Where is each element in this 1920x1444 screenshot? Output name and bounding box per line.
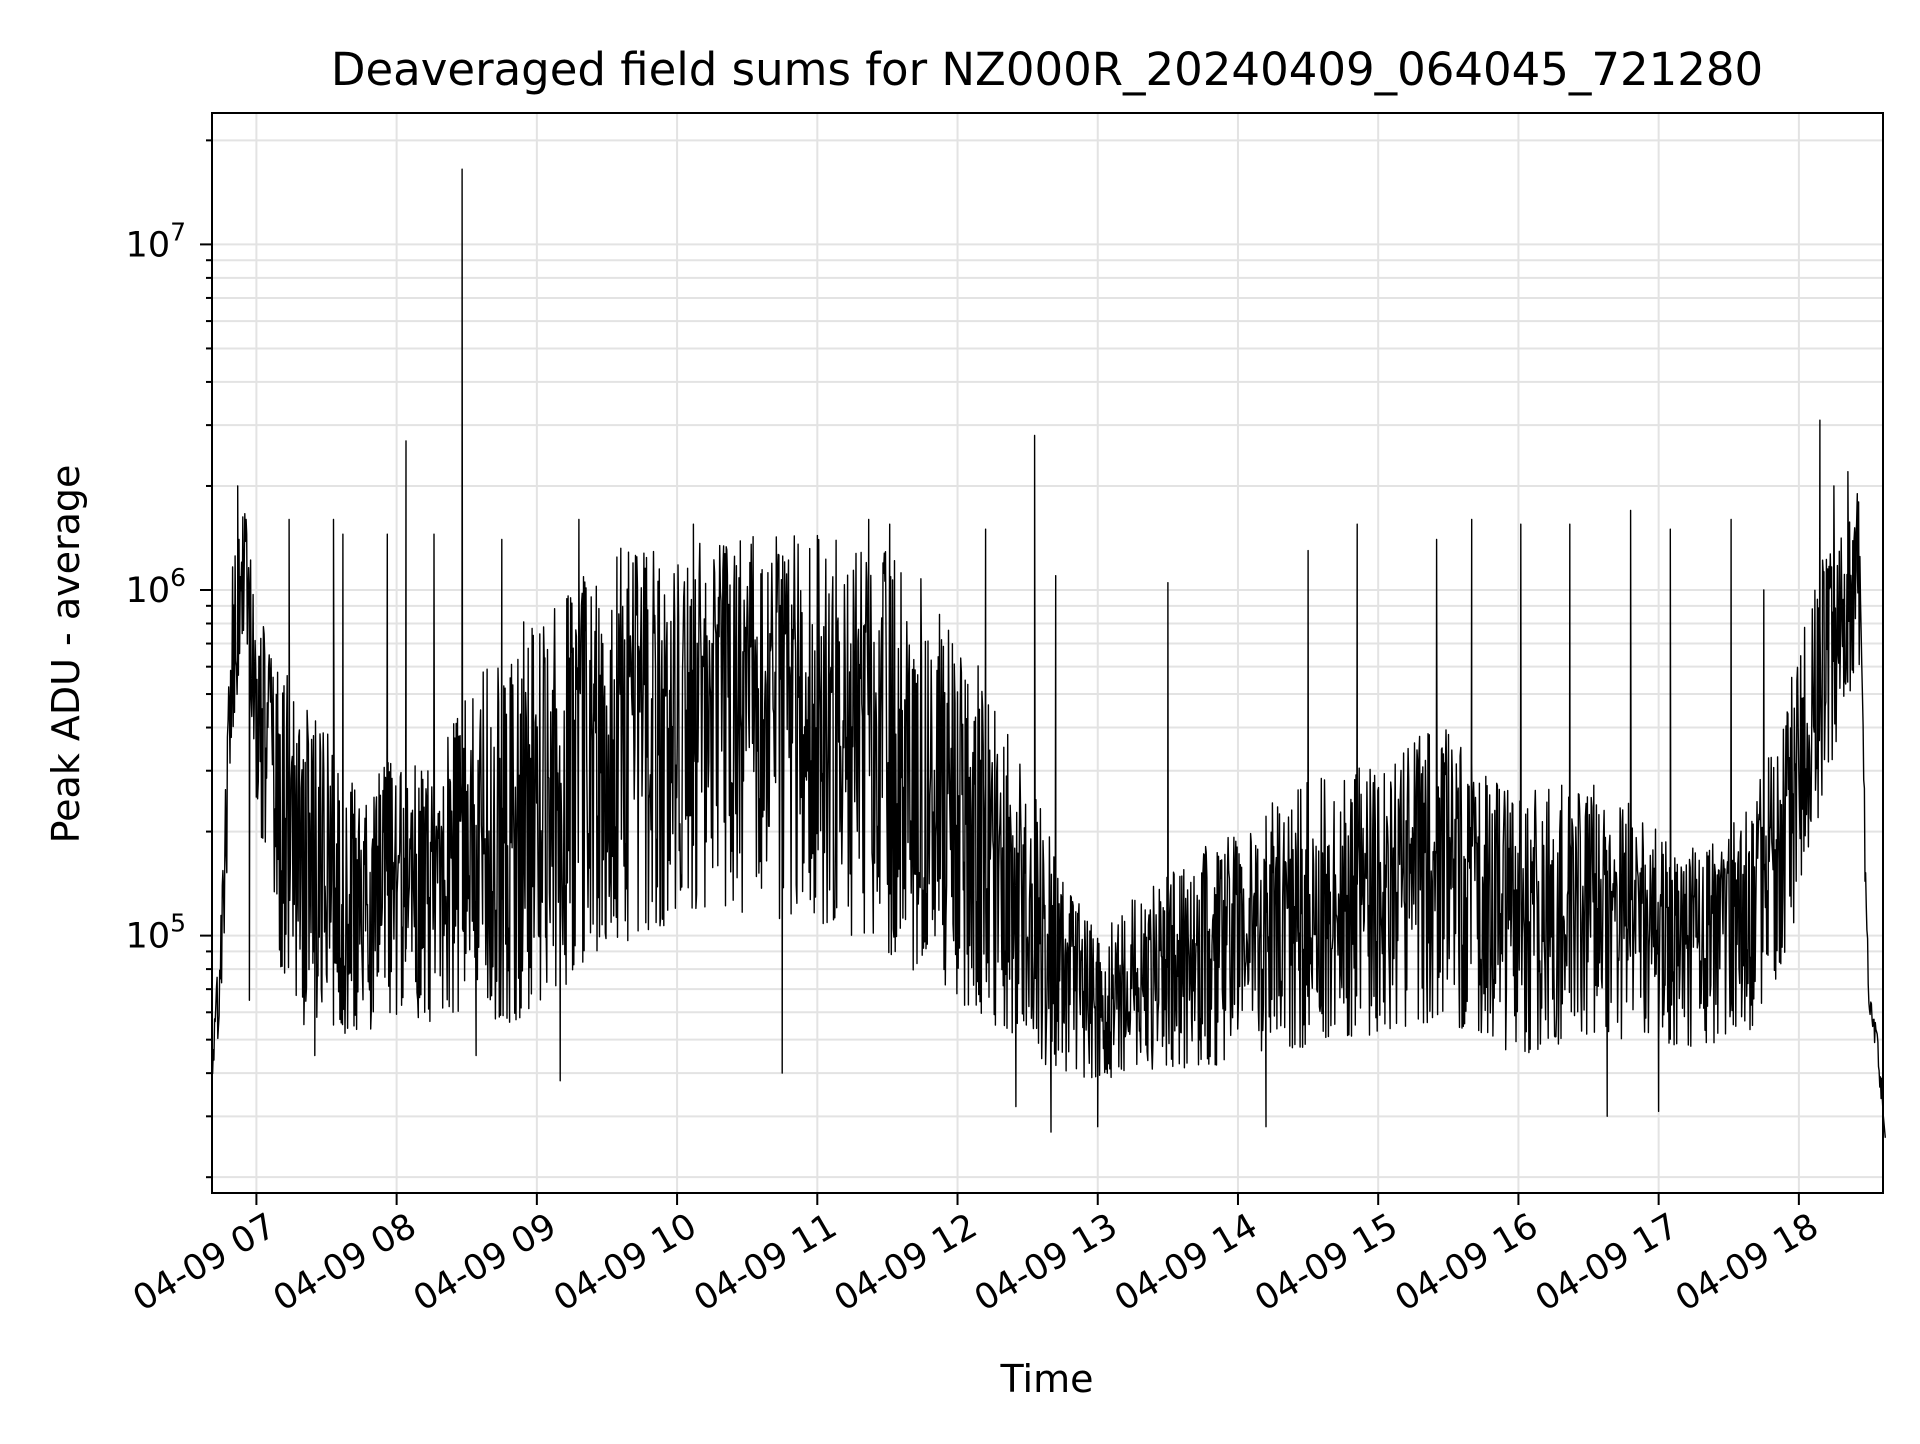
y-tick-exponent: 7 [170, 217, 186, 246]
y-tick-label: 106 [126, 563, 186, 611]
plot-frame [211, 112, 1884, 1194]
y-tick-exponent: 6 [170, 563, 186, 592]
y-tick-base: 10 [126, 225, 171, 265]
data-layer [211, 168, 1886, 1138]
y-tick-label: 107 [126, 217, 186, 265]
y-tick-base: 10 [126, 917, 171, 957]
chart-title: Deaveraged field sums for NZ000R_2024040… [331, 43, 1763, 96]
y-axis-label: Peak ADU - average [44, 465, 88, 844]
x-axis-label: Time [1000, 1357, 1094, 1401]
y-tick-label: 105 [126, 909, 186, 957]
series-line [211, 168, 1886, 1138]
y-tick-base: 10 [126, 571, 171, 611]
y-tick-exponent: 5 [170, 909, 186, 938]
